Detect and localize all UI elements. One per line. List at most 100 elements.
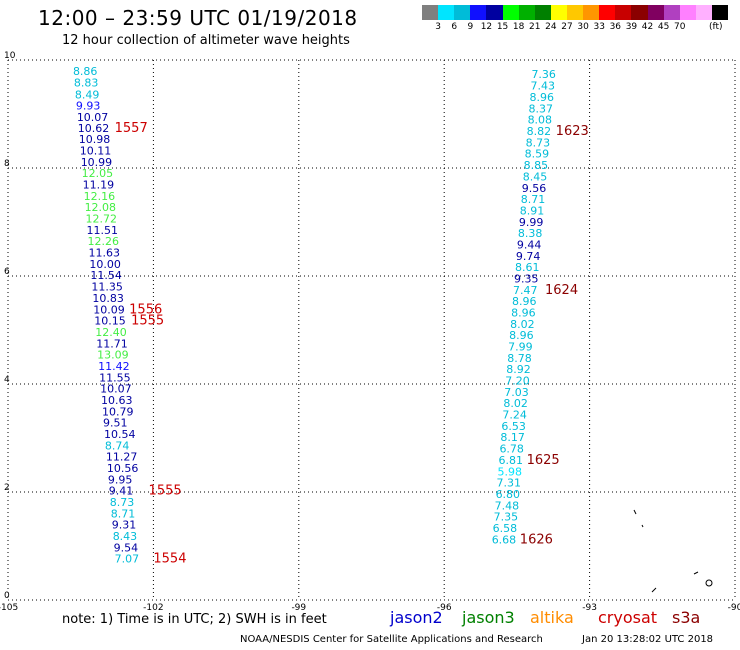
swh-value: 8.74 (105, 439, 130, 452)
color-swatch (550, 5, 567, 20)
swh-value: 8.45 (523, 170, 548, 183)
color-scale-bar (422, 5, 729, 20)
swh-value: 9.35 (514, 272, 539, 285)
coastline-segment (641, 524, 644, 528)
color-swatch (454, 5, 471, 20)
color-scale-label: 30 (577, 22, 589, 32)
swh-value: 7.24 (502, 409, 527, 422)
swh-value: 12.40 (95, 326, 127, 339)
color-swatch (663, 5, 680, 20)
swh-value: 8.96 (509, 329, 534, 342)
swh-value: 8.91 (520, 204, 545, 217)
swh-value: 9.56 (522, 182, 547, 195)
pass-time-label: 1624 (545, 283, 578, 298)
swh-value: 10.54 (104, 428, 135, 441)
color-swatch (502, 5, 519, 20)
color-swatch (695, 5, 712, 20)
swh-value: 7.31 (497, 477, 522, 490)
swh-value: 11.19 (83, 179, 115, 192)
swh-value: 6.78 (499, 443, 524, 456)
color-scale-label: 15 (496, 22, 509, 32)
swh-value: 6.80 (496, 488, 521, 501)
swh-value: 8.73 (526, 136, 551, 149)
swh-value: 11.71 (96, 337, 128, 350)
swh-value: 8.96 (511, 307, 535, 320)
coastline-segment (651, 587, 657, 593)
swh-value: 8.92 (506, 363, 530, 376)
color-swatch (679, 5, 696, 20)
color-swatch (599, 5, 616, 20)
legend-jason2: jason2 (390, 608, 443, 627)
swh-value: 8.96 (530, 91, 555, 104)
map-subtitle: 12 hour collection of altimeter wave hei… (62, 33, 350, 48)
swh-value: 8.08 (528, 114, 553, 127)
swh-value: 6.68 (492, 533, 517, 546)
pass-time-label: 1554 (153, 552, 186, 567)
lat-tick-label: 8 (4, 159, 10, 169)
swh-value: 7.43 (530, 80, 555, 93)
swh-value: 9.54 (114, 541, 139, 554)
swh-value: 12.26 (87, 235, 119, 248)
color-swatch (470, 5, 487, 20)
color-scale-label: 12 (480, 22, 493, 32)
swh-value: 10.56 (107, 462, 139, 475)
swh-value: 8.71 (521, 193, 546, 206)
lon-tick-label: -93 (582, 603, 597, 613)
swh-value: 10.98 (79, 133, 111, 146)
color-scale-label: 42 (641, 22, 654, 32)
credit-line: NOAA/NESDIS Center for Satellite Applica… (240, 634, 543, 645)
swh-value: 10.15 (94, 315, 126, 328)
swh-value: 12.72 (86, 213, 118, 226)
swh-value: 8.43 (113, 530, 138, 543)
pass-time-label: 1555 (131, 314, 164, 329)
swh-observations: 8.868.838.499.9310.0710.6210.9810.1110.9… (73, 65, 556, 566)
swh-value: 7.20 (505, 375, 530, 388)
swh-value: 8.61 (515, 261, 540, 274)
lon-tick-label: -99 (291, 603, 306, 613)
swh-value: 9.41 (109, 485, 134, 498)
pass-time-label: 1555 (149, 484, 182, 499)
color-swatch (422, 5, 439, 20)
swh-value: 7.35 (494, 511, 519, 524)
pass-time-label: 1625 (527, 453, 560, 468)
color-swatch (583, 5, 600, 20)
swh-value: 8.82 (527, 125, 552, 138)
color-scale-label: 45 (657, 22, 670, 32)
color-swatch (631, 5, 648, 20)
lon-tick-label: -102 (143, 603, 163, 613)
coastline-fragments (633, 509, 713, 593)
color-swatch (518, 5, 535, 20)
swh-value: 10.99 (81, 156, 113, 169)
swh-value: 10.62 (78, 122, 110, 135)
swh-value: 7.03 (504, 386, 529, 399)
swh-value: 8.02 (503, 397, 528, 410)
swh-value: 7.99 (508, 341, 533, 354)
swh-value: 10.11 (80, 145, 112, 158)
swh-value: 7.48 (495, 499, 520, 512)
color-scale-labels: 3 6 9 12 15 18 21 24 27 30 33 36 39 42 45 70 (430, 22, 688, 32)
lat-tick-label: 10 (4, 51, 16, 61)
swh-value: 7.47 (513, 284, 538, 297)
swh-value: 9.44 (517, 238, 542, 251)
swh-value: 12.16 (84, 190, 116, 203)
color-swatch (438, 5, 455, 20)
swh-value: 8.59 (525, 148, 550, 161)
swh-value: 10.63 (101, 394, 133, 407)
swh-value: 13.09 (97, 349, 129, 362)
lat-tick-label: 4 (4, 375, 10, 385)
swh-value: 9.93 (76, 100, 101, 113)
swh-value: 8.96 (512, 295, 537, 308)
swh-value: 11.35 (91, 281, 123, 294)
color-scale-label: 27 (561, 22, 573, 32)
swh-value: 6.53 (501, 420, 525, 433)
color-scale-label: 6 (451, 22, 458, 32)
map-title: 12:00 – 23:59 UTC 01/19/2018 (38, 6, 358, 30)
swh-value: 7.36 (531, 68, 556, 81)
swh-value: 8.83 (74, 76, 99, 89)
color-scale-label: 3 (435, 22, 441, 32)
swh-value: 11.42 (98, 360, 130, 373)
color-scale-label: 18 (512, 22, 525, 32)
swh-value: 10.07 (100, 383, 132, 396)
swh-value: 10.07 (77, 111, 109, 124)
